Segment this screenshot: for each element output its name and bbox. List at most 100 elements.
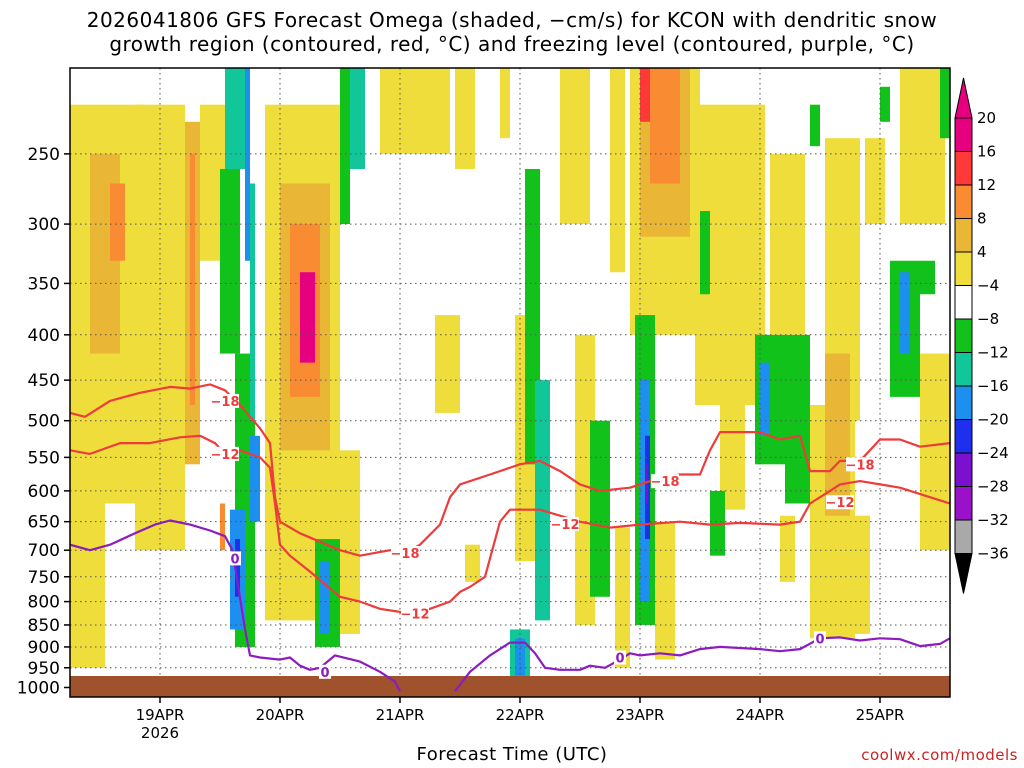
omega-region	[920, 260, 935, 295]
omega-region	[850, 515, 870, 634]
omega-region	[340, 450, 360, 634]
chart-title-line-2: growth region (contoured, red, °C) and f…	[109, 32, 915, 56]
y-tick-label: 900	[28, 638, 60, 658]
y-tick-label: 400	[28, 326, 60, 346]
omega-region	[110, 183, 125, 261]
dgz-minus12-contour-label-bg	[401, 606, 429, 621]
omega-region	[880, 86, 890, 122]
omega-region	[780, 515, 795, 582]
omega-region	[220, 503, 225, 551]
y-tick-label: 500	[28, 412, 60, 432]
y-tick-label: 850	[28, 616, 60, 636]
colorbar-label: −20	[977, 411, 1009, 429]
dgz-minus18-contour-label: −18	[211, 395, 240, 410]
omega-region	[190, 153, 195, 405]
x-tick-label: 25APR	[856, 706, 905, 724]
x-tick-label: 23APR	[616, 706, 665, 724]
omega-region	[245, 68, 250, 261]
freezing-level-contour-label-bg	[614, 650, 626, 665]
dgz-minus12-contour-label-bg	[551, 517, 579, 532]
colorbar-bottom-arrow	[954, 553, 973, 594]
omega-region	[590, 420, 610, 597]
y-tick-label: 300	[28, 215, 60, 235]
colorbar-label: −12	[977, 344, 1009, 362]
omega-region	[610, 68, 625, 273]
y-tick-label: 650	[28, 513, 60, 533]
omega-region	[810, 104, 820, 147]
colorbar-label: 4	[977, 243, 987, 261]
colorbar: 20 16 12 8 4 −4 −8 −12 −16 −20 −24 −28 −32 −36	[954, 77, 1009, 594]
omega-region	[435, 315, 460, 413]
temperature-contours: −18 −18 −18 −18 −12 −12 −12 −12 0 0 0 0	[70, 383, 950, 692]
dgz-minus18-contour-label: −18	[846, 458, 875, 473]
plot-frame	[69, 67, 951, 698]
x-tick-label: 22APR	[496, 706, 545, 724]
omega-region	[655, 521, 675, 660]
omega-region	[320, 561, 330, 634]
colorbar-swatch	[954, 452, 973, 487]
x-tick-label: 20APR	[256, 706, 305, 724]
colorbar-swatch	[954, 486, 973, 521]
omega-region	[235, 539, 240, 597]
colorbar-label: −16	[977, 377, 1009, 395]
omega-region	[640, 68, 650, 122]
omega-shading	[70, 68, 950, 678]
axes: 2503003504004505005506006507007508008509…	[17, 145, 905, 742]
dgz-minus12-contour-label: −12	[211, 448, 240, 463]
omega-region	[700, 211, 710, 295]
omega-region	[900, 272, 910, 354]
colorbar-swatch	[954, 251, 973, 286]
colorbar-swatch	[954, 184, 973, 219]
colorbar-swatch	[954, 218, 973, 253]
omega-region	[455, 68, 475, 169]
freezing-level-contour-label-bg	[814, 631, 826, 646]
omega-region	[865, 138, 885, 225]
omega-region	[615, 527, 630, 668]
omega-region	[300, 272, 315, 363]
colorbar-swatch	[954, 419, 973, 454]
omega-region	[900, 68, 945, 225]
omega-region	[760, 362, 770, 436]
dgz-minus12-contour-label-bg	[826, 495, 854, 510]
terrain-ground-band	[70, 676, 950, 697]
dgz-minus18-contour-label-bg	[651, 474, 679, 489]
freezing-level-contour-label: 0	[815, 632, 824, 647]
y-tick-label: 700	[28, 541, 60, 561]
omega-region	[350, 68, 365, 169]
omega-region	[340, 68, 350, 225]
x-tick-label: 24APR	[736, 706, 785, 724]
dgz-minus12-contour-label: −12	[551, 518, 580, 533]
colorbar-label: −4	[977, 277, 999, 295]
colorbar-swatch	[954, 151, 973, 186]
omega-region	[250, 183, 255, 421]
colorbar-label: 8	[977, 210, 987, 228]
omega-region	[220, 168, 240, 354]
y-tick-label: 550	[28, 448, 60, 468]
colorbar-label: −36	[977, 545, 1009, 563]
x-tick-sublabel: 2026	[141, 724, 179, 742]
omega-region	[770, 153, 805, 335]
freezing-level-contour-line	[70, 519, 401, 692]
freezing-level-contour-label: 0	[320, 666, 329, 681]
y-tick-label: 800	[28, 593, 60, 613]
y-tick-label: 750	[28, 568, 60, 588]
colorbar-swatch	[954, 285, 973, 320]
omega-region	[940, 68, 950, 139]
omega-region	[535, 380, 550, 621]
freezing-level-contour-label: 0	[615, 651, 624, 666]
omega-region	[225, 68, 245, 169]
omega-region	[785, 334, 810, 504]
omega-region	[560, 68, 590, 225]
colorbar-label: −8	[977, 310, 999, 328]
omega-region	[465, 544, 480, 582]
colorbar-label: −32	[977, 511, 1009, 529]
freezing-level-contour-label: 0	[230, 552, 239, 567]
omega-region	[920, 353, 950, 551]
freezing-level-contour-line	[454, 636, 950, 692]
dgz-minus18-contour-label-bg	[211, 393, 239, 408]
dgz-minus18-contour-label-bg	[846, 457, 874, 472]
x-axis-title: Forecast Time (UTC)	[416, 744, 608, 765]
colorbar-swatch	[954, 519, 973, 554]
y-tick-label: 600	[28, 482, 60, 502]
dgz-minus12-contour-label: −12	[826, 496, 855, 511]
